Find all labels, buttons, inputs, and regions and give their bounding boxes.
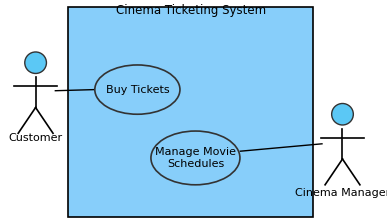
Ellipse shape — [151, 131, 240, 185]
Ellipse shape — [25, 52, 46, 73]
Text: Customer: Customer — [9, 133, 63, 143]
FancyBboxPatch shape — [68, 7, 313, 217]
Text: Cinema Manager: Cinema Manager — [295, 188, 387, 198]
Text: Buy Tickets: Buy Tickets — [106, 85, 169, 95]
Text: Cinema Ticketing System: Cinema Ticketing System — [116, 4, 266, 17]
Ellipse shape — [332, 103, 353, 125]
Ellipse shape — [95, 65, 180, 114]
Text: Manage Movie
Schedules: Manage Movie Schedules — [155, 147, 236, 169]
